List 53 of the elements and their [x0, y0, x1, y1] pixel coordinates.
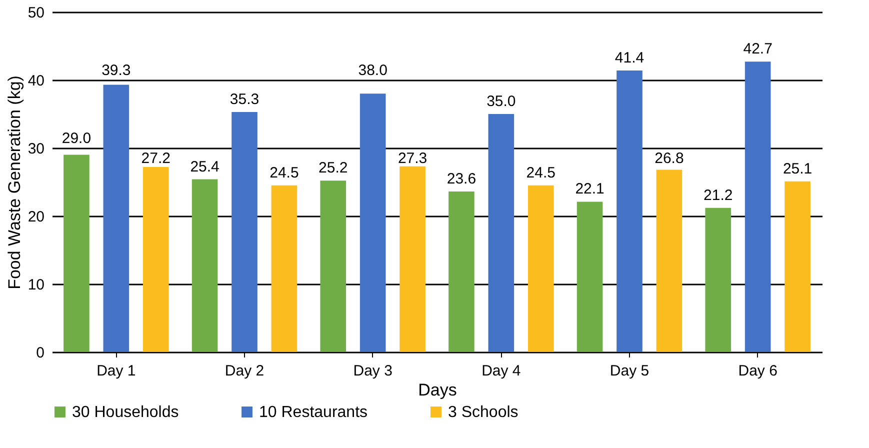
x-tick-label: Day 2 — [224, 362, 264, 380]
bar — [488, 114, 514, 352]
x-tick-label: Day 5 — [610, 362, 650, 380]
bar — [271, 185, 298, 352]
x-tick-label: Day 3 — [353, 362, 392, 380]
data-label: 26.8 — [654, 150, 684, 167]
bar — [448, 192, 474, 352]
bar — [656, 170, 682, 352]
y-tick-label: 50 — [28, 4, 44, 22]
data-label: 23.6 — [446, 170, 476, 188]
data-label: 21.2 — [704, 186, 733, 204]
y-tick-label: 0 — [36, 344, 44, 362]
bar — [103, 84, 130, 352]
data-label: 29.0 — [62, 130, 92, 147]
y-tick-label: 10 — [28, 276, 44, 294]
bar — [142, 167, 169, 352]
data-label: 27.3 — [398, 150, 428, 167]
data-label: 22.1 — [575, 180, 604, 198]
y-tick-label: 20 — [28, 208, 44, 226]
data-label: 27.2 — [141, 150, 170, 167]
bar — [320, 180, 346, 352]
bar — [705, 208, 732, 352]
bar — [192, 179, 218, 352]
bar — [576, 202, 603, 352]
data-label: 42.7 — [743, 40, 772, 58]
legend-label: 3 Schools — [448, 404, 518, 421]
bar — [616, 70, 642, 352]
data-label: 35.3 — [230, 90, 260, 108]
x-tick-label: Day 6 — [738, 362, 778, 380]
y-tick-label: 40 — [28, 72, 44, 90]
data-label: 24.5 — [526, 164, 556, 182]
bar — [744, 62, 771, 352]
data-label: 41.4 — [614, 49, 644, 66]
data-label: 25.4 — [190, 158, 220, 176]
bar — [784, 181, 810, 352]
data-label: 24.5 — [270, 164, 299, 182]
bar — [64, 154, 90, 352]
x-tick-label: Day 1 — [96, 362, 136, 380]
data-label: 39.3 — [102, 62, 131, 79]
data-label: 38.0 — [358, 62, 388, 79]
bar — [232, 112, 258, 352]
y-tick-label: 30 — [28, 140, 44, 158]
bar — [400, 166, 426, 352]
data-label: 25.1 — [782, 160, 812, 178]
x-tick-label: Day 4 — [482, 362, 521, 380]
legend-label: 10 Restaurants — [259, 404, 368, 421]
data-label: 35.0 — [486, 93, 516, 110]
x-axis-title: Days — [418, 380, 457, 400]
y-axis-title: Food Waste Generation (kg) — [4, 76, 24, 290]
legend-label: 30 Households — [72, 404, 179, 421]
bar — [360, 94, 386, 352]
data-label: 25.2 — [318, 160, 348, 177]
bar — [528, 185, 554, 352]
